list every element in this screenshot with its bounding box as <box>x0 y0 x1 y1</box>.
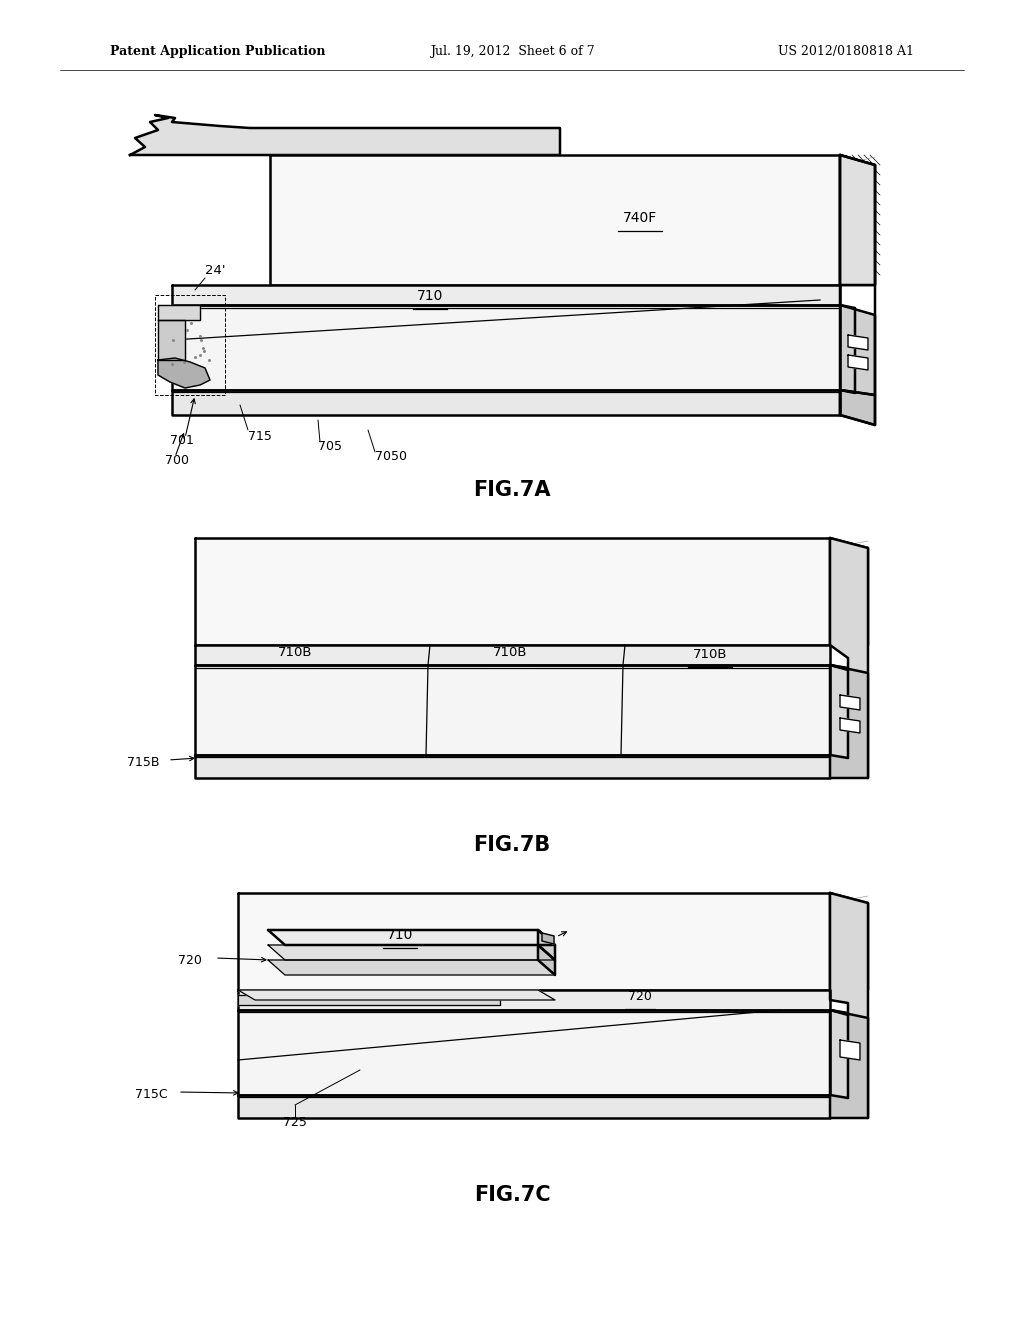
Text: 710: 710 <box>417 289 443 304</box>
Polygon shape <box>195 645 830 665</box>
Text: 710B: 710B <box>278 647 312 660</box>
Polygon shape <box>830 539 868 777</box>
Text: FIG.7A: FIG.7A <box>473 480 551 500</box>
Polygon shape <box>840 154 874 285</box>
Polygon shape <box>840 305 874 395</box>
Polygon shape <box>158 358 210 388</box>
Polygon shape <box>840 1040 860 1060</box>
Text: Patent Application Publication: Patent Application Publication <box>110 45 326 58</box>
Polygon shape <box>172 285 840 305</box>
Text: 720: 720 <box>178 953 202 966</box>
Text: Jul. 19, 2012  Sheet 6 of 7: Jul. 19, 2012 Sheet 6 of 7 <box>430 45 594 58</box>
Polygon shape <box>848 335 868 350</box>
Polygon shape <box>830 665 868 777</box>
Text: 710: 710 <box>387 928 414 942</box>
Polygon shape <box>848 355 868 370</box>
Polygon shape <box>270 154 840 285</box>
Polygon shape <box>158 305 200 319</box>
Polygon shape <box>840 154 874 285</box>
Text: 701: 701 <box>170 433 194 446</box>
Text: 725: 725 <box>283 1115 307 1129</box>
Text: 7050: 7050 <box>375 450 407 463</box>
Text: 710B: 710B <box>493 647 527 660</box>
Polygon shape <box>542 933 554 944</box>
Polygon shape <box>830 894 868 990</box>
Polygon shape <box>238 1096 830 1118</box>
Text: 715B: 715B <box>128 755 160 768</box>
Polygon shape <box>840 389 874 425</box>
Polygon shape <box>130 115 560 154</box>
Polygon shape <box>195 755 830 777</box>
Polygon shape <box>195 665 830 755</box>
Polygon shape <box>830 894 868 1118</box>
Polygon shape <box>195 539 830 645</box>
Polygon shape <box>840 696 860 710</box>
Polygon shape <box>840 718 860 733</box>
Polygon shape <box>238 995 500 1005</box>
Polygon shape <box>538 945 555 975</box>
Polygon shape <box>158 319 185 360</box>
Text: 740F: 740F <box>623 211 657 224</box>
Text: 24': 24' <box>205 264 225 276</box>
Polygon shape <box>238 990 830 1010</box>
Text: FIG.7B: FIG.7B <box>473 836 551 855</box>
Text: 705: 705 <box>318 441 342 454</box>
Polygon shape <box>268 960 555 975</box>
Text: 700: 700 <box>165 454 189 466</box>
Polygon shape <box>238 990 555 1001</box>
Polygon shape <box>268 945 555 960</box>
Polygon shape <box>172 389 840 414</box>
Text: US 2012/0180818 A1: US 2012/0180818 A1 <box>778 45 914 58</box>
Polygon shape <box>268 931 555 945</box>
Polygon shape <box>830 539 868 645</box>
Polygon shape <box>830 1010 868 1118</box>
Polygon shape <box>238 894 830 990</box>
Polygon shape <box>238 1010 830 1096</box>
Text: FIG.7C: FIG.7C <box>474 1185 550 1205</box>
Polygon shape <box>172 305 840 389</box>
Text: 710B: 710B <box>693 648 727 661</box>
Text: 715: 715 <box>248 429 272 442</box>
Polygon shape <box>538 931 555 960</box>
Text: 715C: 715C <box>135 1089 168 1101</box>
Text: 720: 720 <box>628 990 652 1003</box>
